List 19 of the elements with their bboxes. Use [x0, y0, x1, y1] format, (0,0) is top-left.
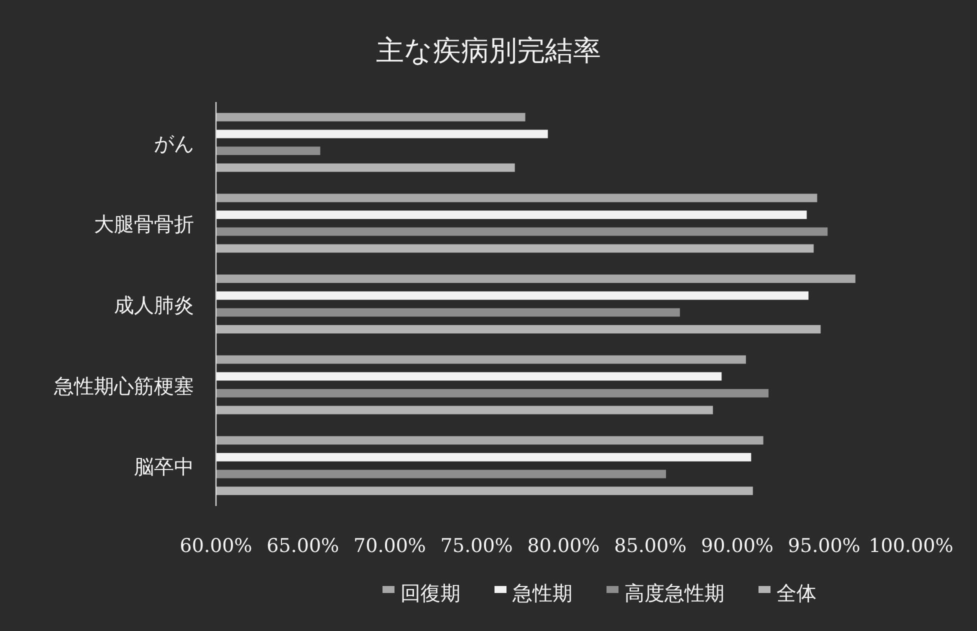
chart-title: 主な疾病別完結率 [376, 34, 601, 67]
x-tick-label: 80.00% [527, 535, 600, 557]
x-tick-label: 90.00% [701, 535, 774, 557]
x-tick-label: 95.00% [788, 535, 860, 557]
legend-label: 全体 [776, 581, 816, 605]
x-tick-label: 70.00% [354, 535, 426, 557]
x-tick-label: 60.00% [180, 535, 252, 557]
x-tick-label: 65.00% [266, 535, 340, 557]
x-tick-label: 85.00% [614, 535, 687, 557]
y-tick-label: 成人肺炎 [114, 293, 194, 317]
legend-label: 回復期 [400, 581, 460, 605]
y-tick-label: がん [154, 131, 194, 156]
legend-label: 高度急性期 [624, 581, 724, 605]
y-tick-label: 脳卒中 [134, 454, 194, 479]
legend-label: 急性期 [512, 581, 572, 605]
x-tick-label: 100.00% [868, 535, 954, 557]
y-tick-label: 急性期心筋梗塞 [53, 374, 194, 398]
x-tick-label: 75.00% [440, 535, 513, 557]
y-tick-label: 大腿骨骨折 [94, 212, 194, 236]
